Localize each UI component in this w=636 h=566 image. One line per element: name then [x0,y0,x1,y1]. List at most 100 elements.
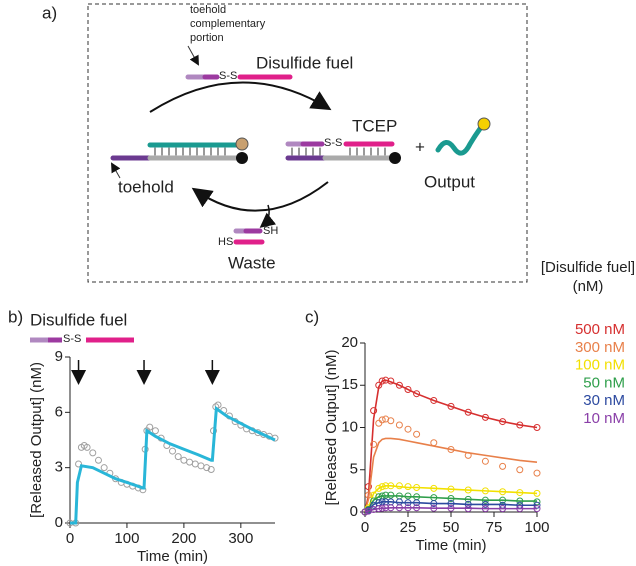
y-axis-label: [Released Output] (nM) [323,350,340,506]
data-point [370,407,378,415]
data-point [203,464,211,472]
data-point [146,423,154,431]
intermediate-complex [285,141,401,164]
y-tick-label: 5 [350,461,358,478]
pointer [187,45,199,66]
y-tick-label: 15 [341,376,358,393]
data-point [186,458,194,466]
data-point [75,460,83,468]
output-label-dot [477,117,491,131]
x-tick-label: 300 [228,530,253,547]
y-tick-label: 10 [341,418,358,435]
data-point [370,440,378,448]
data-point [375,419,383,427]
plus: + [415,137,425,156]
legend-entry: 500 nM [575,321,625,338]
bond-label: S-S [63,333,81,345]
inset-label: Disulfide fuel [30,310,127,329]
x-axis-label: Time (min) [137,548,208,565]
gate-complex [110,137,249,164]
fit-line [70,405,276,525]
y-axis-label: [Released Output] (nM) [28,362,45,518]
data-point [151,427,159,435]
data-point [404,385,412,393]
data-point [174,453,182,461]
cycle-arrow [191,181,329,212]
data-point [387,491,395,499]
data-point [395,421,403,429]
note: portion [190,32,224,44]
data-point [375,484,383,492]
legend-entry: 10 nM [583,410,625,427]
data-point [191,460,199,468]
data-point [94,456,102,464]
data-point [395,381,403,389]
data-point [378,416,386,424]
y-tick-label: 9 [55,348,63,365]
data-point [180,456,188,464]
waste-arrow [259,204,277,228]
panel-label: b) [8,307,23,326]
fit-line [364,379,538,513]
x-tick-label: 0 [66,530,74,547]
output-label: Output [424,172,475,191]
fit-line [364,495,537,513]
data-point [100,464,108,472]
legend-entry: 30 nM [583,392,625,409]
data-point [83,443,91,451]
x-tick-label: 75 [486,519,503,536]
data-point [89,449,97,457]
toehold-label: toehold [118,177,174,196]
panel-frame [87,3,528,283]
thiol-label: HS [218,236,233,248]
x-tick-label: 0 [361,519,369,536]
fit-line [364,437,538,513]
pointer [111,162,121,179]
y-tick-label: 0 [350,503,358,520]
x-tick-label: 200 [171,530,196,547]
panel-label: a) [42,3,57,22]
waste-label: Waste [228,253,276,272]
data-point [404,425,412,433]
reductant: TCEP [352,116,397,135]
output-strand [435,123,485,156]
y-tick-label: 20 [341,334,358,351]
x-tick-label: 100 [524,519,549,536]
y-tick-label: 0 [55,514,63,531]
data-point [169,447,176,455]
data-point [464,408,472,416]
bond-label: S-S [219,70,237,82]
note: complementary [190,18,266,30]
fit-line [364,506,537,513]
legend-title: [Disulfide fuel] [541,259,635,276]
bond-label: S-S [324,137,342,149]
x-axis-label: Time (min) [415,537,486,554]
fit-line [364,485,538,513]
thiol-label: SH [263,225,278,237]
y-tick-label: 3 [55,459,63,476]
x-tick-label: 50 [443,519,460,536]
legend-entry: 50 nM [583,374,625,391]
data-point [197,462,205,470]
data-point [533,469,541,477]
legend-entry: 300 nM [575,339,625,356]
data-point [387,417,395,425]
data-point [382,491,390,499]
legend-title: (nM) [573,278,604,295]
legend-entry: 100 nM [575,357,625,374]
fit-line [364,501,537,513]
data-point [516,466,524,474]
x-tick-label: 25 [400,519,417,536]
data-point [207,466,215,474]
data-point [413,430,421,438]
data-point [499,462,507,470]
data-point [413,390,421,398]
note: toehold [190,4,226,16]
data-point [447,402,455,410]
y-tick-label: 6 [55,403,63,420]
panel-label: c) [305,307,319,326]
cycle-arrow [149,81,332,113]
x-tick-label: 100 [114,530,139,547]
data-point [481,457,489,465]
